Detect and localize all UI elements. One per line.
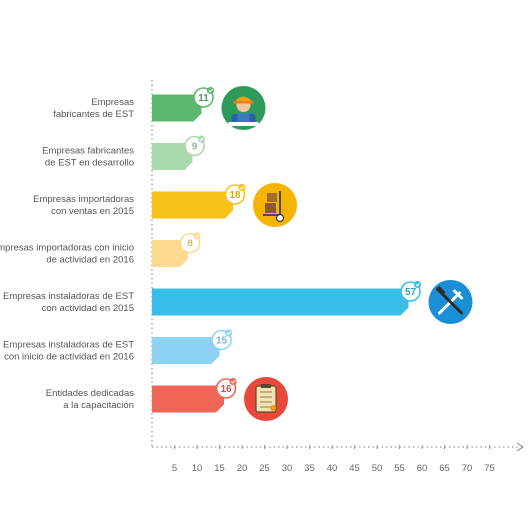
x-tick-label: 5 — [172, 463, 177, 474]
value-label: 11 — [198, 93, 209, 104]
check-dot — [197, 135, 206, 143]
chart-icons — [221, 86, 473, 421]
chart-bars: 11 9 18 8 57 15 16 — [152, 86, 422, 413]
x-tick-label: 20 — [237, 463, 248, 474]
x-tick-label: 45 — [349, 463, 360, 474]
bar — [152, 191, 233, 219]
category-label: Empresas importadoras con ventas en 2015 — [33, 194, 134, 217]
bar — [152, 143, 193, 170]
check-icon — [226, 331, 231, 336]
check-icon — [194, 234, 200, 239]
x-tick-label: 25 — [259, 463, 270, 474]
x-tick-label: 35 — [304, 463, 315, 474]
x-tick-label: 65 — [439, 463, 450, 474]
value-label: 18 — [229, 190, 241, 201]
chart-axes — [151, 80, 525, 452]
category-label: Empresas fabricantes de EST en desarrollo — [42, 146, 134, 169]
x-tick-label: 30 — [282, 463, 293, 474]
category-label: Empresas instaladoras de EST con inicio d… — [3, 340, 134, 363]
check-dot — [413, 280, 422, 289]
bar — [152, 385, 224, 413]
value-label: 15 — [216, 336, 228, 347]
check-icon — [199, 137, 204, 142]
value-label: 57 — [405, 287, 417, 298]
category-labels: Empresas fabricantes de EST Empresas fabri… — [0, 97, 134, 411]
clipboard-icon — [244, 377, 288, 421]
x-tick-label: 50 — [372, 463, 383, 474]
check-icon — [239, 185, 245, 190]
x-tick-label: 75 — [484, 463, 495, 474]
check-dot — [206, 86, 215, 95]
check-dot — [229, 377, 237, 386]
x-tick-label: 60 — [417, 463, 428, 474]
value-label: 16 — [220, 384, 232, 395]
tools-icon — [428, 280, 473, 324]
worker-icon — [221, 86, 266, 130]
category-label: Empresas fabricantes de EST — [53, 97, 134, 120]
category-label: Entidades dedicadas a la capacitación — [46, 388, 134, 411]
check-dot — [224, 329, 233, 337]
check-icon — [208, 88, 213, 93]
x-tick-label: 15 — [214, 463, 225, 474]
check-icon — [415, 282, 420, 287]
bar — [152, 240, 188, 267]
x-axis-arrow — [516, 442, 525, 452]
check-dot — [193, 232, 201, 240]
x-tick-label: 40 — [327, 463, 338, 474]
x-tick-label: 55 — [394, 463, 405, 474]
x-axis-ticks: 5 10 15 20 25 30 35 40 45 50 55 60 65 70 75 — [172, 445, 495, 474]
category-label: Empresas importadoras con inicio de activ… — [0, 243, 134, 266]
bar — [152, 288, 409, 316]
check-icon — [230, 379, 236, 384]
x-tick-label: 10 — [192, 463, 203, 474]
hand-truck-icon — [253, 183, 297, 227]
value-label: 8 — [187, 239, 193, 250]
value-label: 9 — [192, 142, 198, 153]
x-tick-label: 70 — [462, 463, 473, 474]
category-label: Empresas instaladoras de EST con activida… — [3, 291, 134, 314]
check-dot — [238, 183, 246, 192]
bar — [152, 337, 220, 364]
bar — [152, 94, 202, 122]
